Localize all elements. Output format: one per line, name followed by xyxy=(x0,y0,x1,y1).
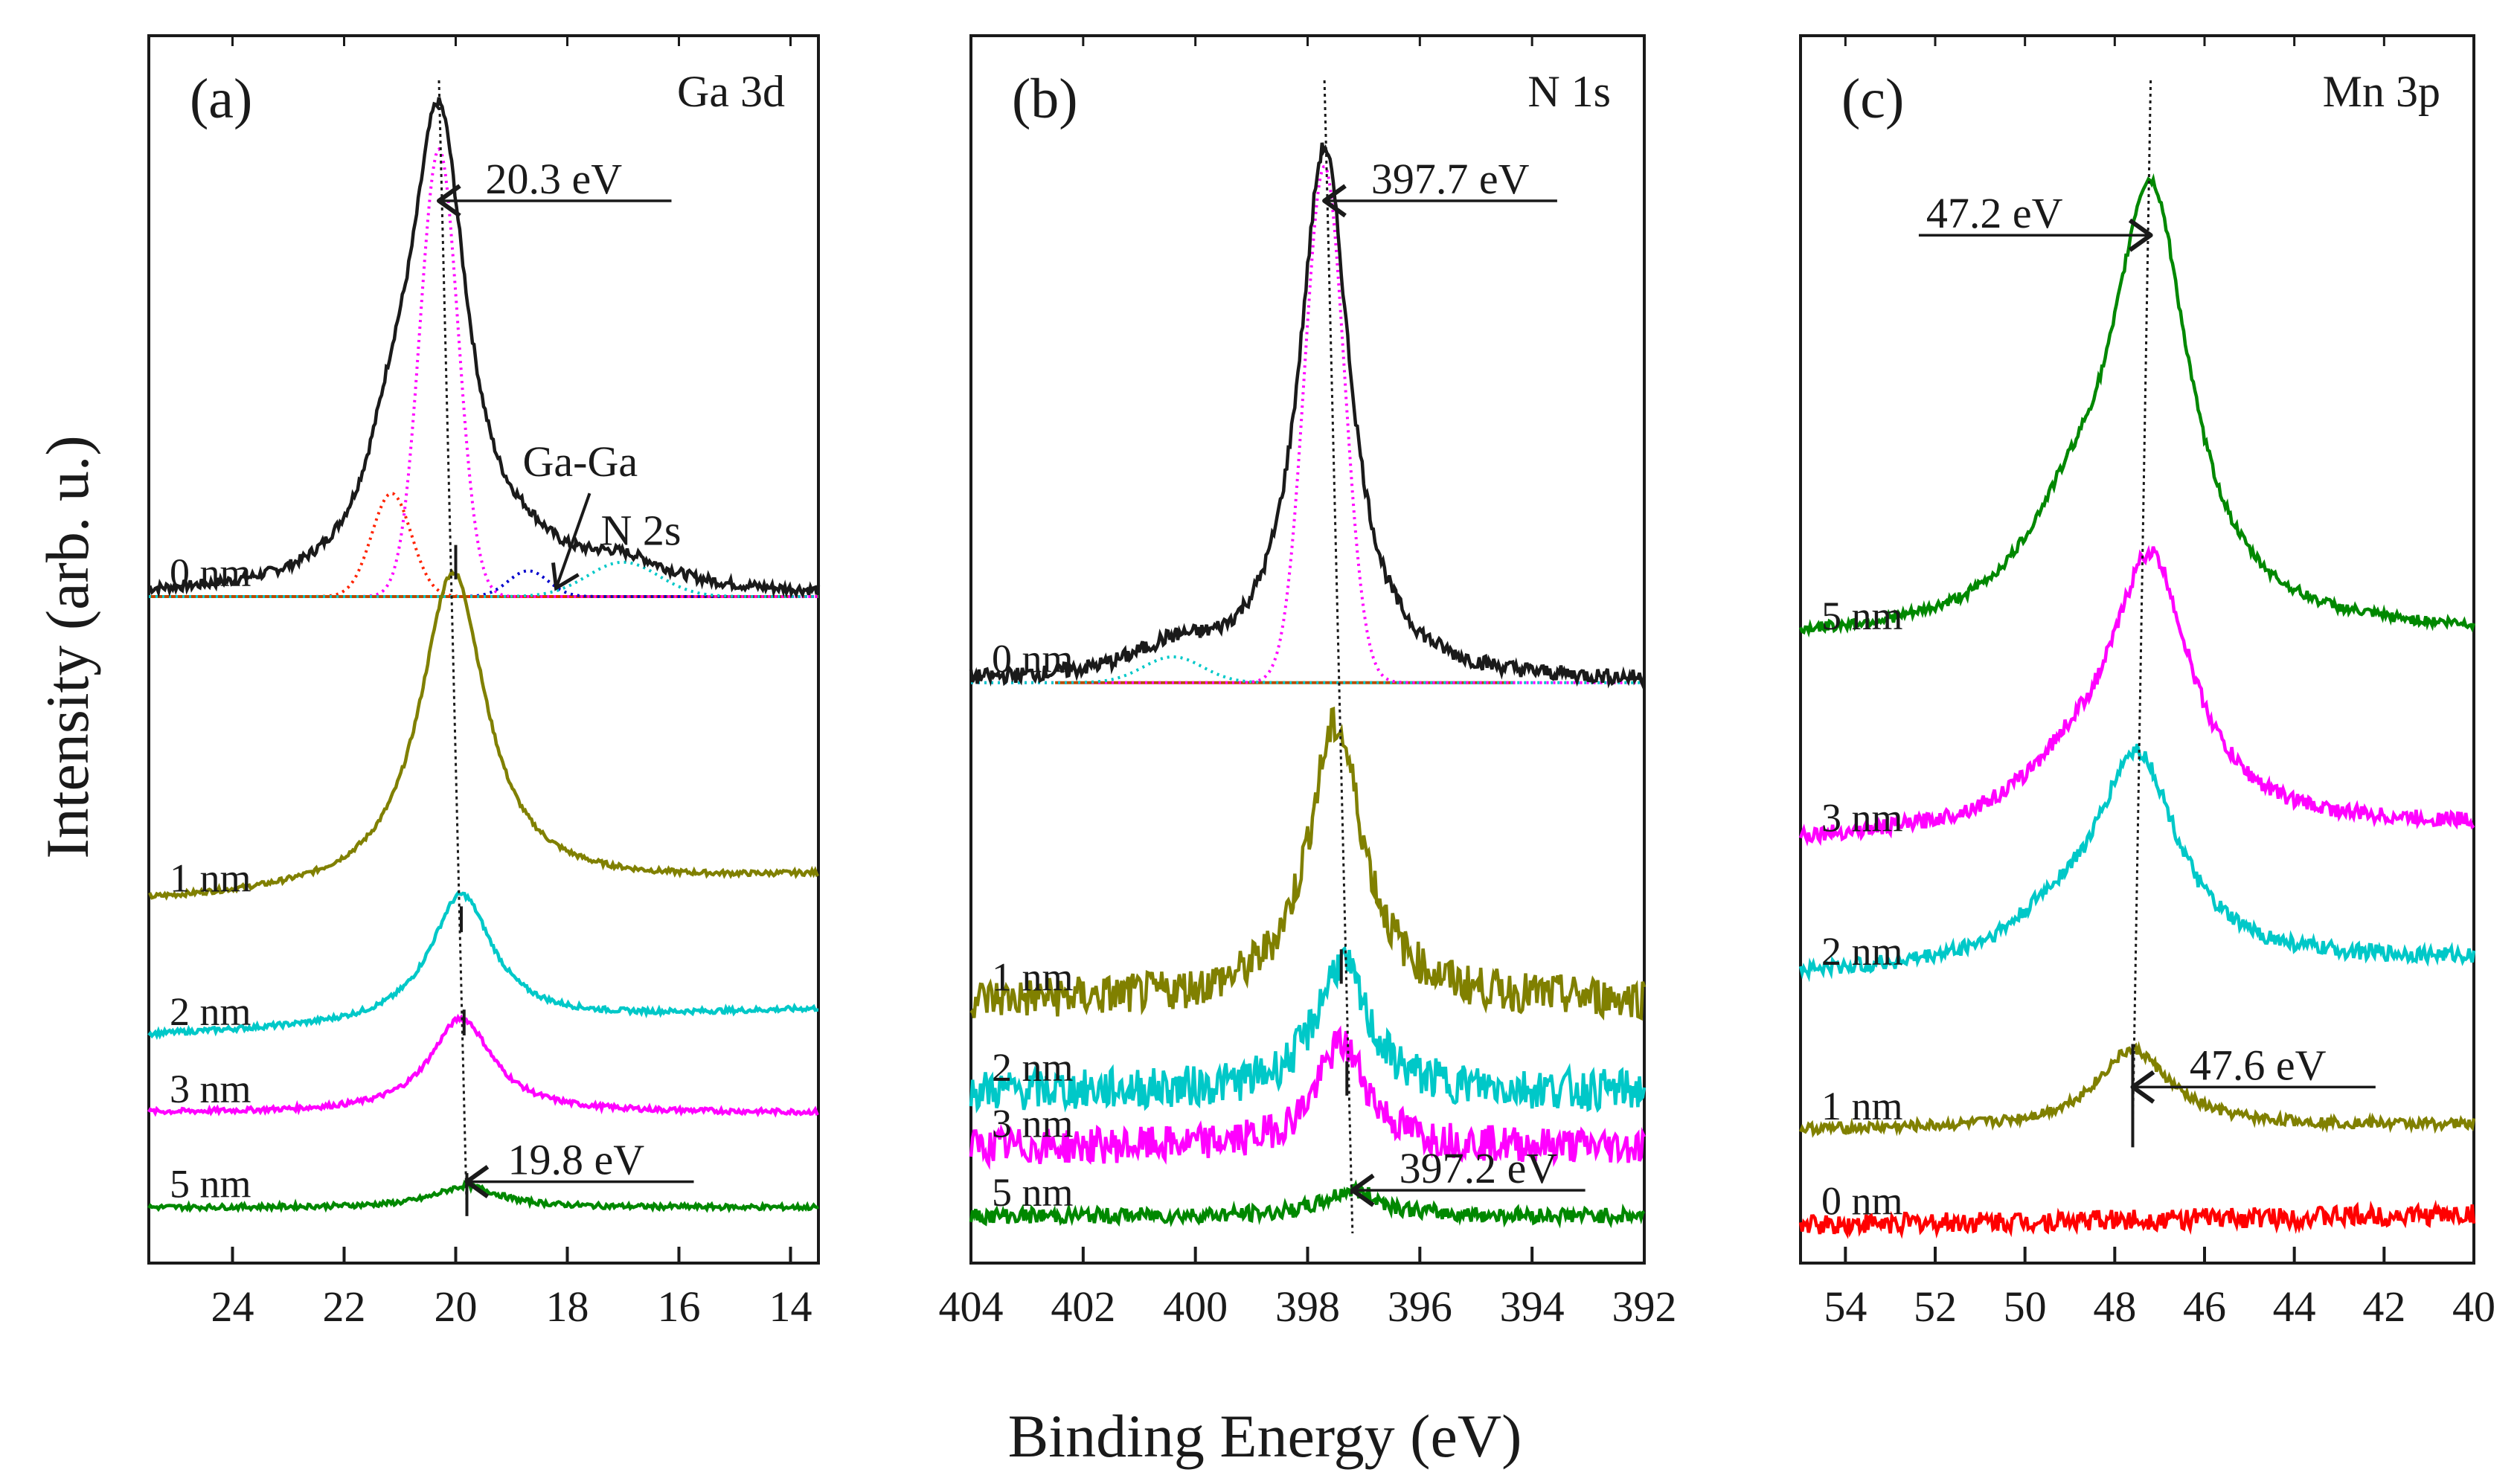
trace-label: 3 nm xyxy=(992,1101,1074,1146)
panel-label: (c) xyxy=(1841,68,1904,130)
spectrum-0nm xyxy=(969,142,1647,690)
panel-a: 24 22 20 18 16 14 (a) Ga 3d 0 nm 1 nm 2 nm 3 nm 5 nm… xyxy=(147,34,821,1331)
spectrum-0nm xyxy=(1798,1199,2476,1239)
x-tick-label: 14 xyxy=(769,1282,812,1331)
energy-annotation: 47.6 eV xyxy=(2190,1041,2327,1089)
spectrum-1nm xyxy=(969,706,1647,1021)
x-tick-label: 40 xyxy=(2452,1282,2495,1331)
x-tick-label: 400 xyxy=(1163,1282,1228,1331)
x-tick-label: 402 xyxy=(1051,1282,1115,1331)
energy-annotation: 20.3 eV xyxy=(486,155,623,203)
trace-label: 5 nm xyxy=(1821,594,1903,638)
fit-component-ga-ga xyxy=(149,569,818,598)
annotation-arrow-head xyxy=(437,184,461,218)
spectrum-1nm xyxy=(148,568,820,901)
spectrum-3nm xyxy=(1798,545,2475,847)
panel-c: 54 52 50 48 46 44 42 40 (c) Mn 3p 5 nm 3 nm 2 nm 1 nm… xyxy=(1798,34,2495,1331)
panel-a-frame xyxy=(147,34,820,1265)
trace-label: 1 nm xyxy=(170,856,251,901)
core-level-label: Ga 3d xyxy=(677,67,785,116)
energy-annotation: 47.2 eV xyxy=(1926,189,2063,237)
panel-label: (a) xyxy=(190,68,252,130)
x-tick-label: 50 xyxy=(2004,1282,2047,1331)
spectrum-3nm xyxy=(969,1025,1647,1170)
fit-component-n-o xyxy=(971,655,1644,684)
x-tick-label: 20 xyxy=(435,1282,478,1331)
spectrum-2nm xyxy=(147,890,819,1041)
core-level-label: N 1s xyxy=(1527,67,1611,116)
x-tick-label: 396 xyxy=(1388,1282,1452,1331)
core-level-label: Mn 3p xyxy=(2323,67,2440,116)
peak-shift-guide xyxy=(2131,80,2152,1131)
panel-c-frame xyxy=(1799,34,2475,1265)
spectrum-2nm xyxy=(1798,743,2476,983)
trace-label: 0 nm xyxy=(170,550,251,595)
trace-label: 2 nm xyxy=(170,989,251,1034)
trace-label: 1 nm xyxy=(1821,1084,1903,1128)
trace-label: 2 nm xyxy=(1821,929,1903,974)
annotation-arrow-head xyxy=(464,1165,490,1199)
peak-shift-guide xyxy=(1323,80,1354,1234)
fit-component-n-2s xyxy=(149,560,818,598)
x-tick-label: 18 xyxy=(546,1282,589,1331)
fit-component-ga-n xyxy=(149,147,818,598)
spectrum-3nm xyxy=(147,1013,819,1118)
annotation-arrow-head xyxy=(2128,218,2153,252)
component-pointer-head xyxy=(551,562,580,591)
trace-label: 1 nm xyxy=(992,955,1074,1000)
panel-label: (b) xyxy=(1012,68,1078,130)
annotation-arrow-head xyxy=(1322,184,1347,218)
x-tick-label: 16 xyxy=(658,1282,701,1331)
x-tick-label: 398 xyxy=(1275,1282,1340,1331)
x-tick-label: 22 xyxy=(323,1282,366,1331)
x-tick-label: 52 xyxy=(1914,1282,1957,1331)
component-label: Ga-Ga xyxy=(523,437,638,486)
energy-annotation: 397.2 eV xyxy=(1400,1144,1558,1192)
component-label: N 2s xyxy=(601,507,682,555)
x-tick-label: 394 xyxy=(1500,1282,1565,1331)
x-tick-label: 46 xyxy=(2183,1282,2226,1331)
x-tick-label: 404 xyxy=(939,1282,1004,1331)
energy-annotation: 397.7 eV xyxy=(1371,155,1530,203)
x-tick-label: 42 xyxy=(2362,1282,2405,1331)
trace-label: 0 nm xyxy=(992,637,1074,681)
trace-label: 5 nm xyxy=(992,1170,1074,1215)
trace-label: 3 nm xyxy=(170,1067,251,1111)
x-axis-title: Binding Energy (eV) xyxy=(1008,1402,1522,1470)
spectrum-0nm xyxy=(147,97,821,599)
spectrum-2nm xyxy=(969,945,1647,1114)
x-tick-label: 24 xyxy=(211,1282,254,1331)
peak-shift-guide xyxy=(437,80,468,1216)
x-tick-label: 48 xyxy=(2093,1282,2136,1331)
x-tick-label: 392 xyxy=(1612,1282,1677,1331)
trace-label: 5 nm xyxy=(170,1161,251,1206)
trace-label: 0 nm xyxy=(1821,1178,1903,1223)
trace-label: 2 nm xyxy=(992,1045,1074,1090)
x-tick-label: 44 xyxy=(2273,1282,2316,1331)
energy-annotation: 19.8 eV xyxy=(508,1136,645,1184)
panel-b: 404 402 400 398 396 394 392 (b) N 1s 0 nm 1 nm 2 nm… xyxy=(939,34,1677,1331)
spectrum-5nm xyxy=(969,1179,1646,1229)
x-tick-label: 54 xyxy=(1824,1282,1867,1331)
annotation-arrow-head xyxy=(2130,1070,2155,1104)
trace-label: 3 nm xyxy=(1821,796,1903,841)
annotation-arrow-head xyxy=(1350,1173,1375,1207)
fit-component-n-ga xyxy=(971,165,1644,684)
spectrum-5nm xyxy=(147,1179,819,1214)
spectrum-5nm xyxy=(1798,173,2476,638)
component-pointer xyxy=(554,492,591,589)
spectrum-1nm xyxy=(1798,1041,2476,1138)
y-axis-title: Intensity (arb. u.) xyxy=(33,435,101,858)
